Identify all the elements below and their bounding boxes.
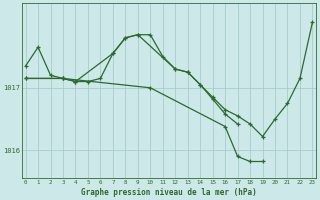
- X-axis label: Graphe pression niveau de la mer (hPa): Graphe pression niveau de la mer (hPa): [81, 188, 257, 197]
